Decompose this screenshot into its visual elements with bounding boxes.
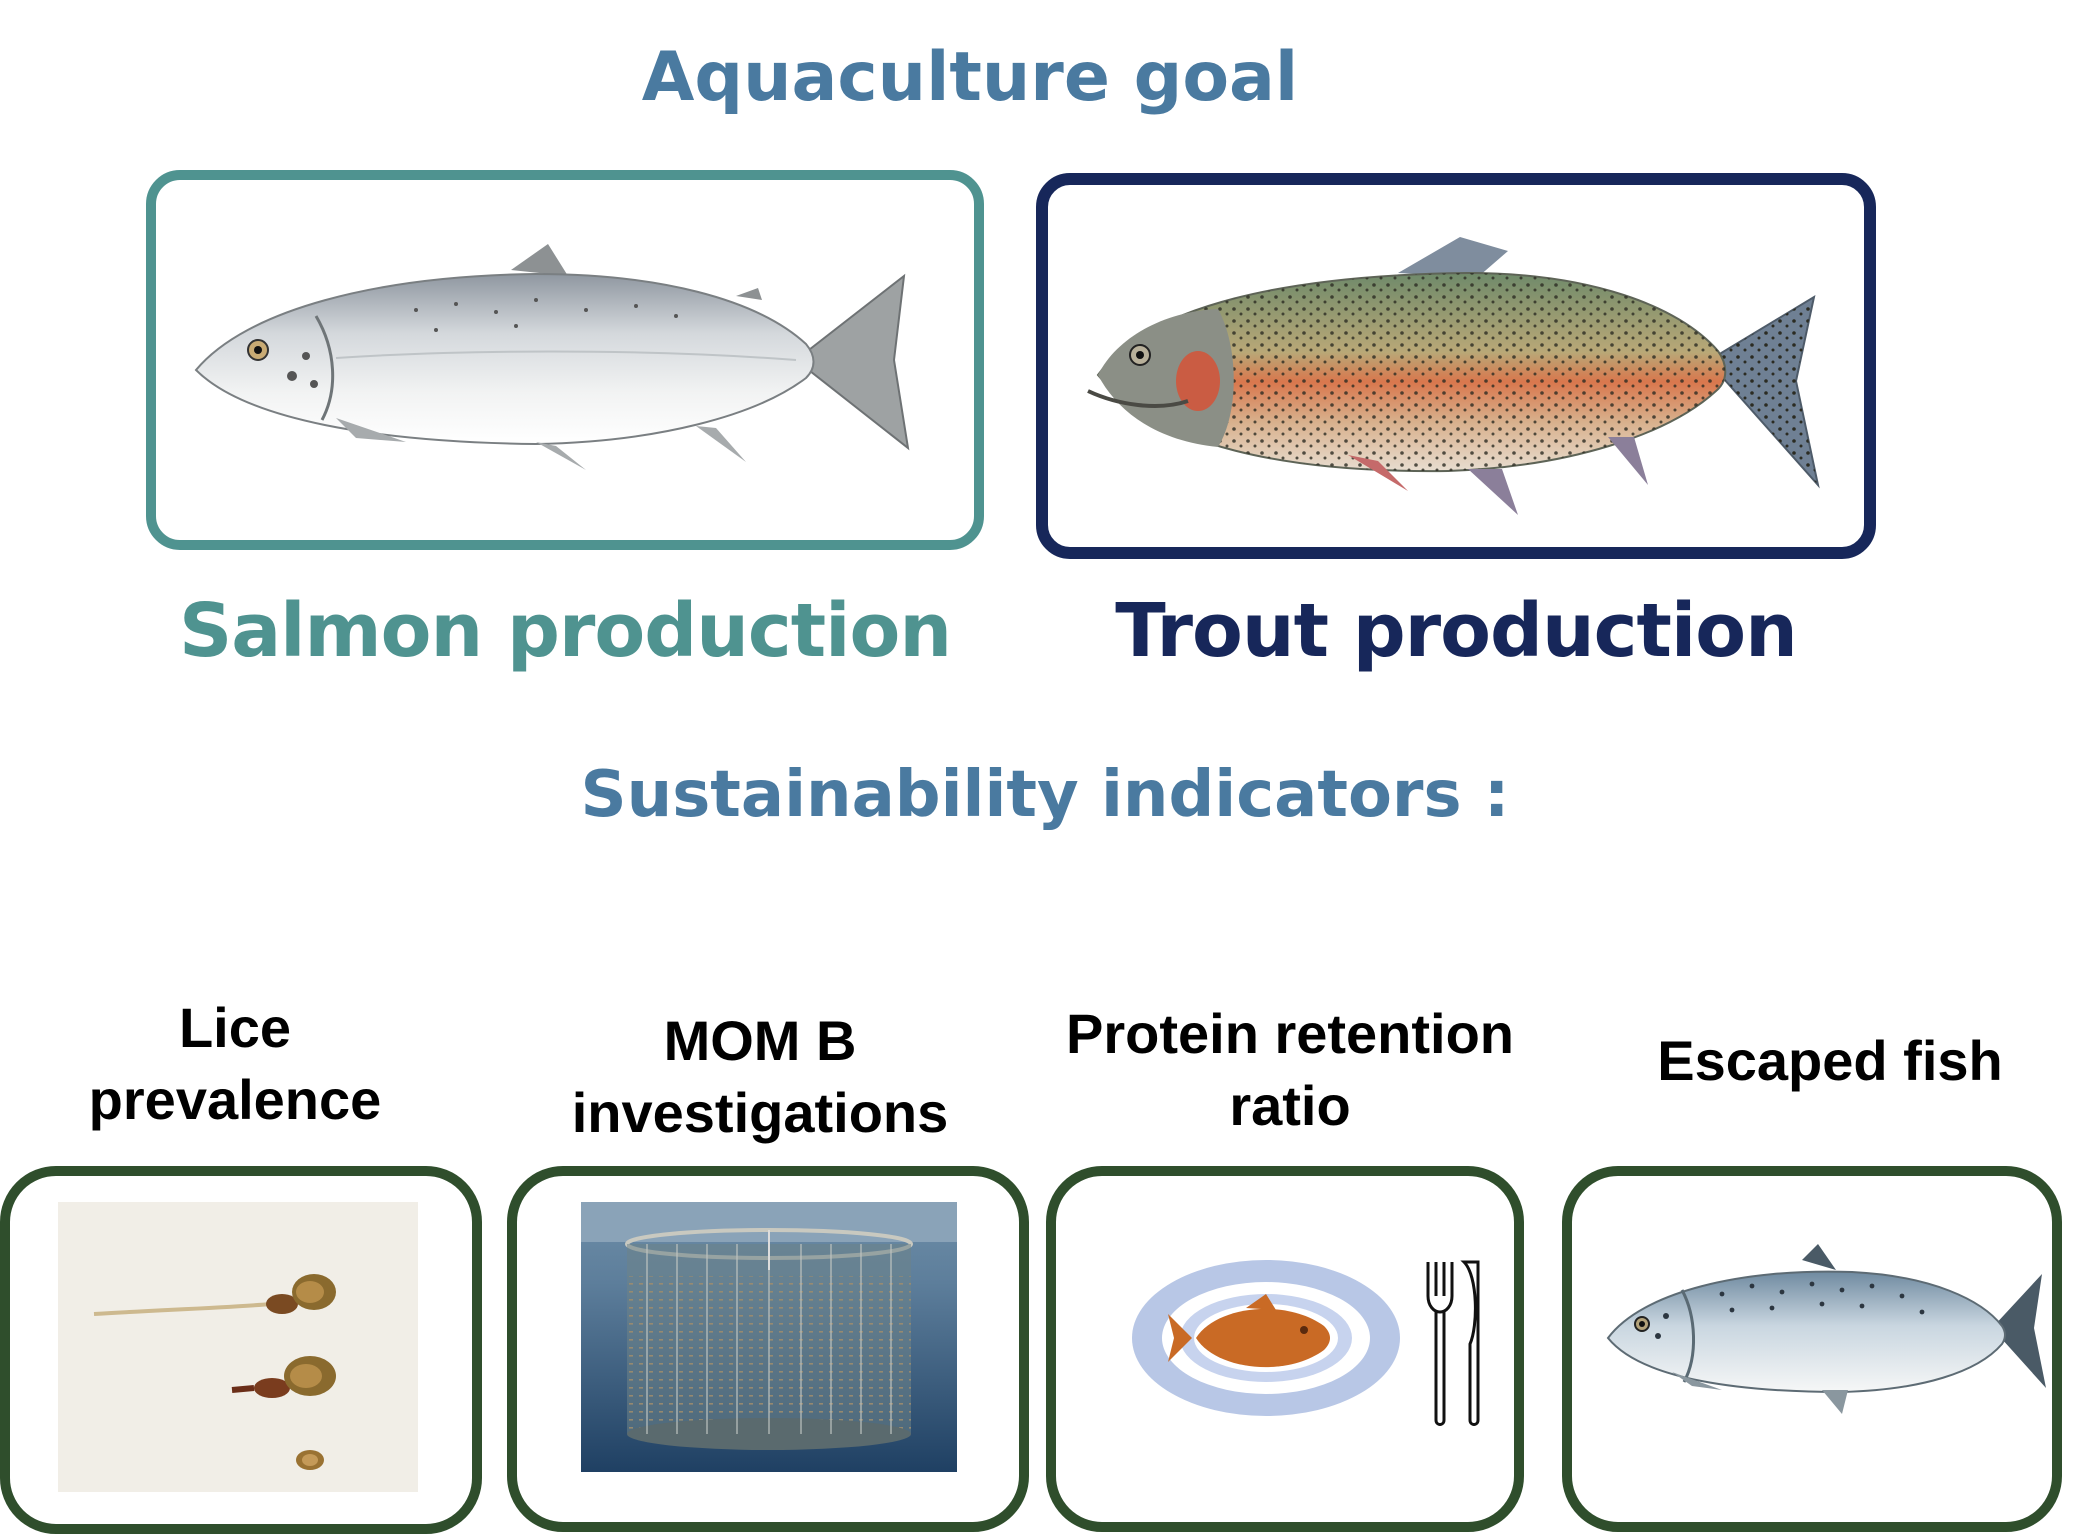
protein-label-line-2: ratio: [1229, 1074, 1351, 1137]
escaped-salmon-illustration: [1606, 1244, 2046, 1414]
atlantic-salmon-illustration: [194, 244, 910, 470]
lice-label-line-2: prevalence: [88, 1068, 382, 1131]
escaped-label-line-1: Escaped fish: [1657, 1029, 2003, 1092]
protein-retention-ratio-box: [1046, 1166, 1524, 1532]
mom-b-investigations-box: [507, 1166, 1029, 1532]
fish-cage-render: [581, 1202, 957, 1472]
protein-retention-ratio-label: Protein retention ratio: [1020, 998, 1560, 1142]
protein-label-line-1: Protein retention: [1065, 1002, 1515, 1065]
salmon-production-box: [146, 170, 984, 550]
rainbow-trout-photo: [1087, 237, 1820, 515]
aquaculture-goal-title: Aquaculture goal: [641, 38, 1299, 117]
lice-prevalence-label: Lice prevalence: [30, 992, 440, 1136]
escaped-fish-label: Escaped fish: [1600, 1025, 2060, 1097]
lice-prevalence-box: [0, 1166, 482, 1534]
trout-production-label: Trout production: [1115, 588, 1798, 674]
lice-label-line-1: Lice: [178, 996, 292, 1059]
escaped-fish-box: [1562, 1166, 2062, 1532]
salmon-production-label: Salmon production: [178, 588, 952, 674]
sea-lice-photo: [58, 1202, 418, 1492]
sustainability-indicators-title: Sustainability indicators :: [580, 758, 1510, 832]
mom-label-line-1: MOM B: [663, 1009, 857, 1072]
fish-on-plate-icon: [1132, 1260, 1480, 1426]
trout-production-box: [1036, 173, 1876, 559]
mom-b-investigations-label: MOM B investigations: [510, 1005, 1010, 1149]
mom-label-line-2: investigations: [571, 1081, 949, 1144]
